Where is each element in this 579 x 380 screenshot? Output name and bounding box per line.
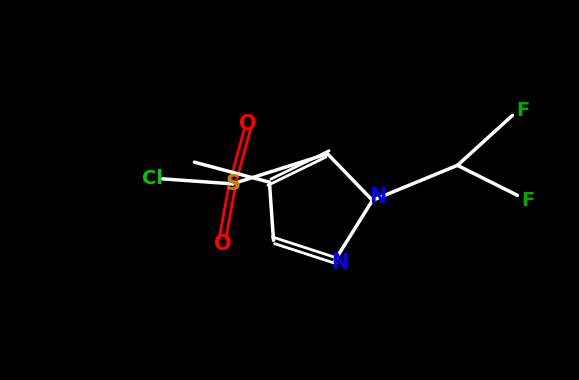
Text: O: O (214, 234, 232, 254)
Text: S: S (225, 174, 240, 194)
Text: N: N (331, 253, 349, 273)
Text: O: O (239, 114, 256, 134)
Text: Cl: Cl (142, 169, 163, 188)
Text: N: N (369, 187, 386, 207)
Text: F: F (521, 191, 534, 210)
Text: F: F (516, 101, 529, 120)
